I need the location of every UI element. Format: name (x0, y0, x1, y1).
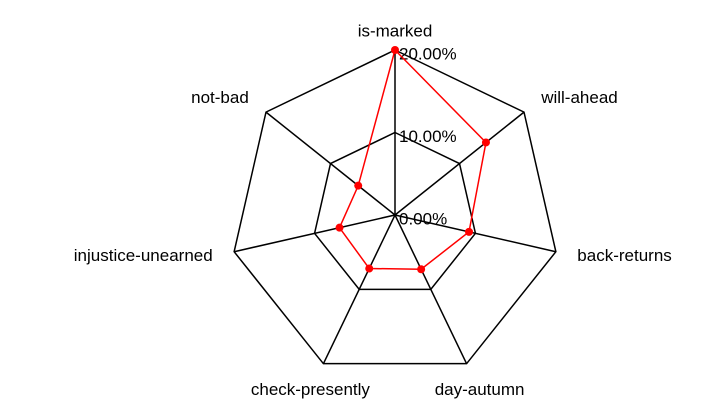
series-point (464, 227, 473, 236)
tick-label: 20.00% (399, 44, 457, 63)
grid-ring (313, 131, 477, 291)
category-label: back-returns (577, 246, 671, 265)
series-point (417, 265, 426, 274)
spoke (394, 214, 468, 364)
spoke (394, 111, 525, 216)
series-point (481, 138, 490, 147)
category-label: check-presently (251, 380, 371, 399)
series-point (354, 181, 363, 190)
grid-ring (233, 49, 557, 365)
tick-label: 0.00% (399, 209, 447, 228)
series-point (335, 223, 344, 232)
category-label: is-marked (358, 21, 433, 40)
spoke (394, 214, 557, 253)
category-label: injustice-unearned (74, 246, 213, 265)
tick-label: 10.00% (399, 127, 457, 146)
series-point (391, 46, 399, 54)
category-label: not-bad (191, 88, 249, 107)
series-point (365, 264, 374, 273)
category-label: will-ahead (540, 88, 618, 107)
category-label: day-autumn (435, 380, 525, 399)
spoke (322, 214, 396, 364)
series-line (338, 48, 487, 271)
spoke (233, 214, 396, 253)
spoke (265, 111, 396, 216)
